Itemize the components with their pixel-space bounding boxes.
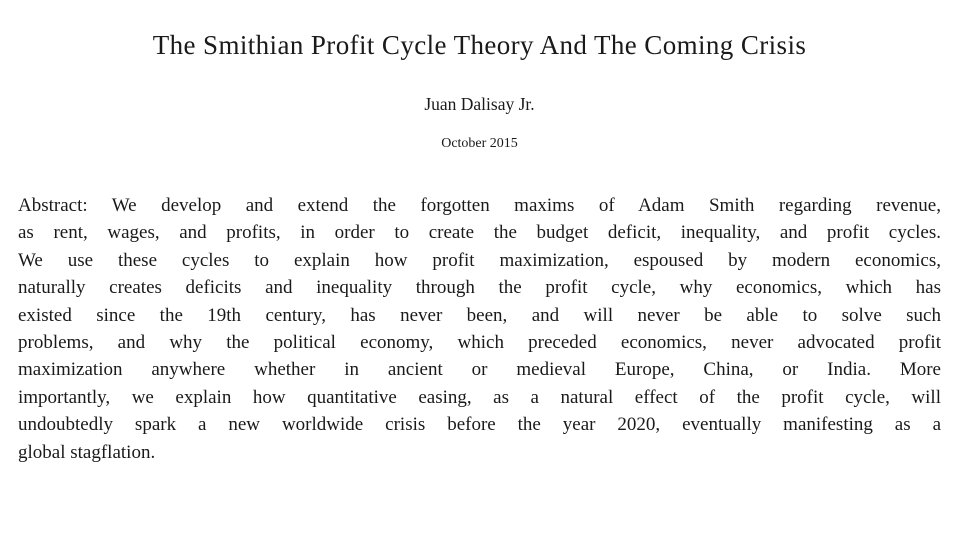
abstract-line: importantly, we explain how quantitative…	[18, 386, 941, 408]
author-name: Juan Dalisay Jr.	[424, 94, 535, 114]
paper-title: The Smithian Profit Cycle Theory And The…	[152, 30, 807, 60]
abstract-line: naturally creates deficits and inequalit…	[18, 277, 941, 299]
abstract-line: maximization anywhere whether in ancient…	[18, 359, 941, 381]
abstract-line: problems, and why the political economy,…	[18, 332, 941, 354]
abstract-line: undoubtedly spark a new worldwide crisis…	[18, 414, 941, 436]
abstract: Abstract: We develop and extend the forg…	[18, 192, 941, 466]
abstract-line: existed since the 19th century, has neve…	[18, 304, 941, 326]
abstract-line: We use these cycles to explain how profi…	[18, 249, 941, 271]
abstract-line: global stagflation.	[18, 441, 156, 463]
publication-date: October 2015	[441, 136, 518, 151]
abstract-line: Abstract: We develop and extend the forg…	[18, 195, 941, 216]
abstract-line: as rent, wages, and profits, in order to…	[18, 222, 941, 244]
